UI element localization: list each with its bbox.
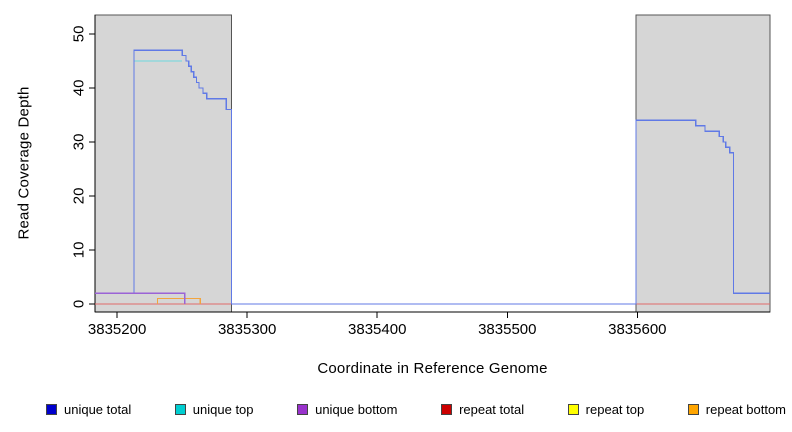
legend-swatch <box>297 403 309 415</box>
y-tick-label: 0 <box>71 300 88 308</box>
y-tick-label: 40 <box>71 80 88 97</box>
legend-label: repeat top <box>585 401 645 417</box>
legend-item: unique total <box>46 402 131 417</box>
y-axis-title: Read Coverage Depth <box>15 86 33 240</box>
legend-swatch <box>174 403 186 415</box>
legend-swatch <box>687 403 699 415</box>
x-tick-label: 3835600 <box>608 321 666 338</box>
legend: unique total unique top unique bottom repea… <box>46 401 786 417</box>
series-line-repeat-bottom <box>156 297 201 304</box>
y-tick-label: 50 <box>71 26 88 43</box>
legend-label: repeat total <box>459 401 525 417</box>
y-tick-label: 10 <box>71 242 88 259</box>
x-tick-label: 3835300 <box>218 321 276 338</box>
legend-item: repeat total <box>441 402 524 417</box>
legend-label: repeat bottom <box>705 401 786 417</box>
legend-item: unique bottom <box>297 401 398 417</box>
x-tick-label: 3835500 <box>478 321 536 338</box>
legend-item: repeat bottom <box>687 401 786 417</box>
legend-item: repeat top <box>567 401 645 417</box>
legend-label: unique top <box>192 401 254 417</box>
legend-label: unique total <box>64 401 132 417</box>
legend-swatch <box>567 403 579 415</box>
x-tick-label: 3835200 <box>88 321 146 338</box>
y-tick-label: 20 <box>71 188 88 205</box>
x-axis-title: Coordinate in Reference Genome <box>317 360 548 377</box>
legend-swatch <box>46 403 57 415</box>
legend-swatch <box>441 403 453 415</box>
x-tick-label: 3835400 <box>348 321 406 338</box>
masked-region <box>94 14 232 313</box>
legend-item: unique top <box>174 401 254 417</box>
y-tick-label: 30 <box>71 134 88 151</box>
legend-label: unique bottom <box>315 401 398 417</box>
series-line-unique-bottom <box>95 292 186 304</box>
series-line-unique-total <box>95 49 770 305</box>
masked-region <box>635 14 771 313</box>
